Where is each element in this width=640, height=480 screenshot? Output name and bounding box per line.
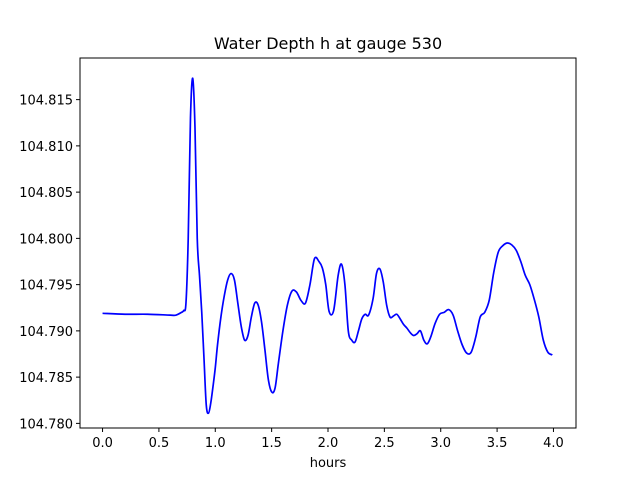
x-tick-label: 3.0 [430, 436, 451, 451]
plot-area [102, 77, 553, 415]
x-tick-label: 4.0 [543, 436, 564, 451]
x-axis-title: hours [310, 456, 347, 471]
y-tick-label: 104.785 [19, 371, 73, 386]
x-tick-label: 1.0 [205, 436, 226, 451]
y-tick-label: 104.805 [19, 186, 73, 201]
x-tick-label: 2.5 [374, 436, 395, 451]
y-tick-label: 104.815 [19, 94, 73, 109]
x-axis: 0.0 0.5 1.0 1.5 2.0 2.5 3.0 3.5 4.0 [92, 428, 564, 451]
y-axis: 104.780 104.785 104.790 104.795 104.800 104.8… [19, 94, 80, 432]
y-tick-label: 104.810 [19, 140, 73, 155]
x-tick-label: 0.0 [92, 436, 113, 451]
x-tick-label: 2.0 [318, 436, 339, 451]
chart-title: Water Depth h at gauge 530 [214, 34, 442, 53]
y-tick-label: 104.780 [19, 417, 73, 432]
x-tick-label: 3.5 [487, 436, 508, 451]
x-tick-label: 1.5 [261, 436, 282, 451]
y-tick-label: 104.795 [19, 279, 73, 294]
y-tick-label: 104.790 [19, 325, 73, 340]
series-line [102, 77, 553, 415]
x-tick-label: 0.5 [149, 436, 170, 451]
y-tick-label: 104.800 [19, 232, 73, 247]
